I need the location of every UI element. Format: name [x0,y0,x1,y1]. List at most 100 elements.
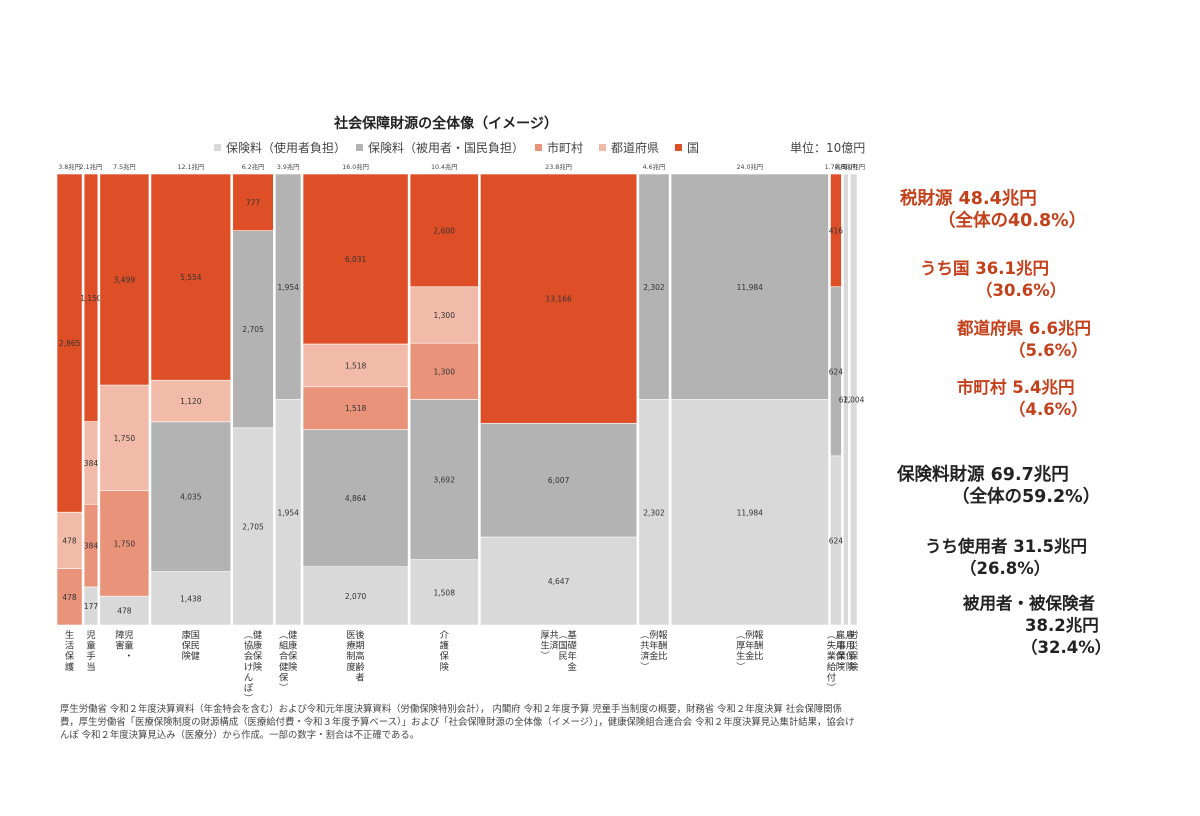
segment-value-label: 478 [62,536,77,545]
category-label-glyph: 礎 [567,640,576,652]
category-label-glyph: 報 [754,630,764,641]
category-label-glyph: 保 [849,650,859,662]
source-note: 厚生労働省 令和２年度決算資料（年金特会を含む）および令和元年度決算資料（労働保… [60,704,855,741]
summary-line: （26.8%） [960,559,1051,578]
segment-employer [480,536,638,626]
category-label-glyph: 齢 [355,661,365,673]
category-label-glyph: ︶ [640,662,650,673]
legend-swatch [599,144,606,151]
category-label-glyph: 雇 [836,629,845,641]
category-label-glyph: 協 [244,640,253,652]
category-label-glyph: 済 [640,650,649,662]
category-label-glyph: 国 [558,641,567,652]
category-label-glyph: ︵ [279,630,289,641]
category-label-glyph: ぽ [244,683,254,694]
summary-ins-employer: うち使用者 31.5兆円 （26.8%） [925,536,1087,580]
category-label-glyph: 共 [549,630,558,641]
segment-value-label: 1,954 [277,508,299,517]
category-label-glyph: 手 [86,650,95,662]
category-label-glyph: 酬 [754,641,763,652]
category-label-glyph: 民 [558,651,567,662]
category-label-glyph: 付 [827,672,836,683]
segment-value-label: 2,865 [59,339,81,348]
category-label-glyph: 国 [191,630,200,641]
segment-national [302,173,409,345]
segment-prefecture [302,343,409,388]
category-label-glyph: 険 [182,651,192,662]
legend-swatch [535,144,542,151]
segment-value-label: 1,508 [434,588,456,597]
segment-municipal [409,342,479,400]
category-label-glyph: 険 [836,662,846,673]
segment-value-label: 1,518 [345,404,367,413]
summary-tax-national: うち国 36.1兆円 （30.6%） [920,258,1066,302]
category-label-glyph: 児 [86,630,95,641]
category-label-glyph: ︵ [244,630,254,641]
summary-line: （5.6%） [1009,341,1088,360]
category-label-glyph: 当 [86,661,95,673]
column-total-label: 10.4兆円 [431,162,458,171]
category-label-glyph: ︶ [244,694,254,700]
category-label-glyph: 険 [253,662,263,673]
category-label-glyph: 康 [253,640,262,652]
segment-value-label: 1,300 [434,367,456,376]
legend-item-prefecture: 都道府県 [599,139,659,156]
category-label-glyph: 後 [355,629,365,641]
segment-prefecture [99,384,150,491]
category-label-glyph: 厚 [736,641,745,652]
category-label-glyph: 保 [253,650,263,662]
category-label-glyph: 度 [346,661,355,673]
summary-ins-insured: 被用者・被保険者 38.2兆円 （32.4%） [963,593,1111,659]
legend-label: 都道府県 [611,141,660,155]
segment-national [480,173,638,424]
segment-insured [638,173,670,400]
segment-employer [409,559,479,626]
category-label-glyph: 保 [846,650,856,662]
legend-item-national: 国 [675,139,699,156]
segment-value-label: 2,302 [643,283,665,292]
segment-employer [150,571,232,626]
summary-line: うち使用者 31.5兆円 [925,537,1087,556]
summary-line: 市町村 5.4兆円 [957,378,1075,397]
summary-tax-total: 税財源 48.4兆円 （全体の40.8%） [900,188,1086,232]
segment-value-label: 6,031 [345,255,367,264]
category-label-glyph: 健 [279,661,288,673]
category-label-glyph: 報 [658,630,668,641]
segment-value-label: 4,035 [180,493,202,502]
category-label-glyph: 障 [115,629,124,641]
legend-swatch [356,144,363,151]
legend-swatch [675,144,682,151]
column-total-label: 3.8兆円 [58,162,81,171]
segment-value-label: 4,647 [548,577,570,586]
segment-insured [302,429,409,567]
category-label-glyph: 例 [649,629,658,641]
segment-employer [638,399,670,626]
category-label-glyph: 健 [253,629,262,641]
segment-insured [150,421,232,572]
summary-line: 保険料財源 69.7兆円 [897,465,1069,485]
column-total-label: 1.0兆円 [842,162,865,171]
segment-value-label: 622 [839,396,854,405]
category-label-glyph: 保 [288,650,298,662]
category-label-glyph: 護 [65,661,75,673]
segment-prefecture [409,286,479,344]
category-label-glyph: 用 [846,641,855,652]
category-label-glyph: 高 [355,650,364,662]
category-label-glyph: 険 [849,662,859,673]
column-total-label: 23.8兆円 [545,162,572,171]
category-label-glyph: ︶ [540,651,550,662]
column-total-label: 6.2兆円 [242,162,265,171]
category-label-glyph: 険 [288,662,298,673]
segment-employer [99,595,150,626]
summary-line: （30.6%） [976,281,1067,300]
segment-value-label: 4,864 [345,494,367,503]
segment-value-label: 3,692 [434,476,456,485]
summary-line: （全体の59.2%） [952,487,1101,507]
category-label-glyph: 比 [658,650,667,662]
segment-value-label: 1,004 [843,396,865,405]
segment-value-label: 478 [117,607,132,616]
category-label-glyph: 厚 [540,630,549,641]
category-label-glyph: ︶ [837,662,847,673]
category-label-glyph: 生 [540,640,549,652]
column-total-label: 0.6兆円 [835,162,858,171]
